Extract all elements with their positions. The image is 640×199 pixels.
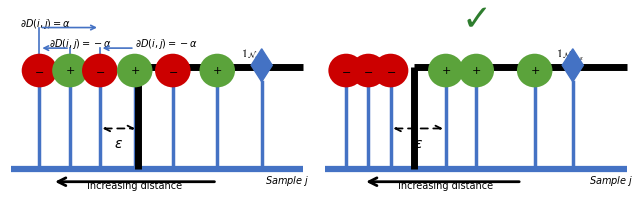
Text: $+$: $+$ [441,65,451,76]
Text: $+$: $+$ [530,65,540,76]
Text: $+$: $+$ [65,65,75,76]
Ellipse shape [117,54,152,87]
Polygon shape [251,49,272,82]
Text: $+$: $+$ [130,65,140,76]
Text: Increasing distance: Increasing distance [398,181,493,191]
Ellipse shape [328,54,364,87]
Text: $-$: $-$ [35,65,45,76]
Polygon shape [562,49,583,82]
Ellipse shape [22,54,57,87]
Text: $\mathbb{1}_{\mathcal{N}_{k+\epsilon}}$: $\mathbb{1}_{\mathcal{N}_{k+\epsilon}}$ [556,48,584,63]
Text: Sample $j$: Sample $j$ [589,174,633,188]
Ellipse shape [200,54,235,87]
Text: $-$: $-$ [385,65,396,76]
Ellipse shape [351,54,386,87]
Text: $\partial D(i,j) = -\alpha$: $\partial D(i,j) = -\alpha$ [134,37,198,51]
Ellipse shape [517,54,552,87]
Ellipse shape [155,54,191,87]
Text: $\mathbb{1}_{\mathcal{N}_{k+\epsilon}}$: $\mathbb{1}_{\mathcal{N}_{k+\epsilon}}$ [241,48,269,63]
Ellipse shape [52,54,88,87]
Text: $-$: $-$ [168,65,178,76]
Ellipse shape [82,54,118,87]
Text: $-$: $-$ [364,65,373,76]
Text: $\partial D(i,j) = \alpha$: $\partial D(i,j) = \alpha$ [20,17,71,31]
Text: $-$: $-$ [95,65,105,76]
Text: ✓: ✓ [461,3,492,37]
Ellipse shape [372,54,408,87]
Text: $-$: $-$ [341,65,351,76]
Ellipse shape [458,54,494,87]
Text: $+$: $+$ [212,65,222,76]
Text: $\epsilon$: $\epsilon$ [414,137,423,151]
Ellipse shape [428,54,463,87]
Text: $\partial D(i,j) = -\alpha$: $\partial D(i,j) = -\alpha$ [49,37,112,51]
Text: $\epsilon$: $\epsilon$ [115,137,124,151]
Text: Increasing distance: Increasing distance [87,181,182,191]
Text: $+$: $+$ [471,65,481,76]
Text: Sample $j$: Sample $j$ [265,174,309,188]
